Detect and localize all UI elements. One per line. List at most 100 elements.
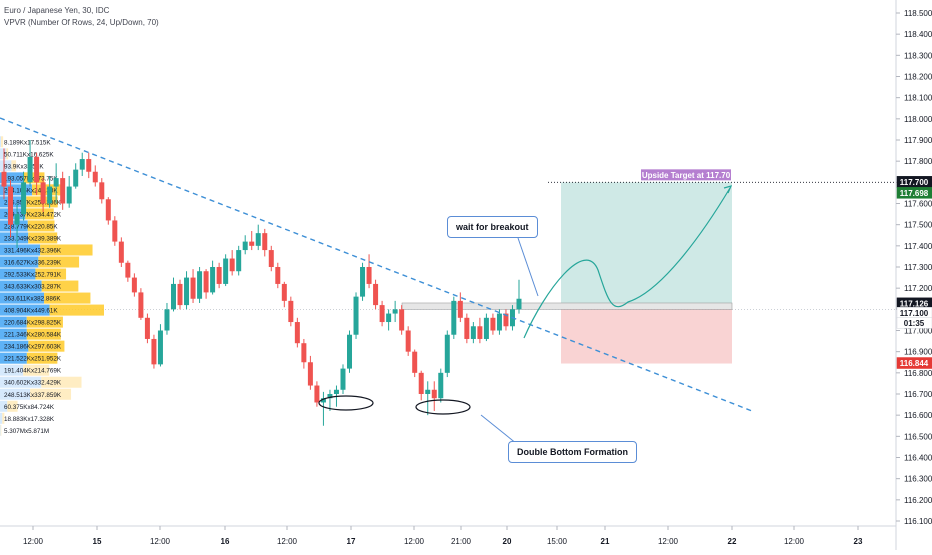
- candle: [184, 271, 190, 310]
- volume-bar-up: [0, 148, 7, 160]
- time-tick-label: 23: [854, 537, 863, 546]
- volume-bar-up: [0, 280, 42, 292]
- candle: [360, 262, 366, 301]
- price-label-text: 117.698: [900, 189, 929, 198]
- candle: [275, 262, 281, 289]
- candle: [27, 140, 33, 187]
- candle-body: [170, 283, 176, 310]
- candle: [92, 165, 98, 187]
- price-label-target: 117.700: [896, 176, 932, 188]
- candle-body: [144, 317, 150, 339]
- volume-bar-down: [11, 160, 17, 172]
- price-label-text: 117.100: [900, 309, 929, 318]
- candle-body: [516, 298, 522, 310]
- volume-row-label: 221.522Kx251.952K: [4, 356, 62, 363]
- volume-bar-up: [0, 292, 45, 304]
- candle: [170, 277, 176, 312]
- volume-bar-up: [0, 136, 1, 148]
- volume-bar-down: [41, 280, 79, 292]
- volume-bar-down: [41, 376, 82, 388]
- candle: [86, 152, 92, 179]
- volume-row-label: 264.105Kx244.38K: [4, 187, 58, 194]
- candle-body: [197, 271, 203, 299]
- volume-bar-down: [23, 364, 50, 376]
- volume-bar-down: [30, 388, 72, 400]
- volume-bar-up: [0, 400, 8, 412]
- candle: [73, 163, 79, 189]
- volume-row-label: 221.346Kx280.584K: [4, 332, 62, 339]
- volume-bar-up: [0, 352, 27, 364]
- time-tick-label: 12:00: [277, 537, 298, 546]
- time-axis[interactable]: 12:00 15 12:00 16 12:00 17 12:00 21:00 20 15:00 21…: [23, 526, 863, 546]
- target-label-text: Upside Target at 117.70: [642, 171, 731, 180]
- volume-bar-down: [31, 184, 62, 196]
- candle: [255, 224, 261, 251]
- volume-row-label: 209.137Kx234.472K: [4, 211, 62, 218]
- volume-row-label: 331.496Kx432.396K: [4, 247, 62, 254]
- candle-body: [223, 258, 229, 284]
- candlestick-series: [1, 140, 522, 426]
- candle-body: [151, 338, 157, 365]
- volume-bar-down: [25, 208, 54, 220]
- volume-bar-up: [0, 340, 29, 352]
- candle: [438, 368, 444, 403]
- candle-body: [184, 277, 190, 306]
- candle-body: [347, 334, 353, 369]
- candle: [307, 355, 313, 390]
- time-tick-label: 12:00: [658, 537, 679, 546]
- double-bottom-callout[interactable]: Double Bottom Formation: [508, 441, 637, 463]
- candle: [268, 245, 274, 272]
- candle-body: [444, 334, 450, 373]
- candle: [294, 317, 300, 348]
- candle: [112, 216, 118, 246]
- breakout-callout[interactable]: wait for breakout: [447, 216, 538, 238]
- price-label-text: 117.126: [900, 299, 929, 308]
- candle: [131, 273, 137, 297]
- candle: [177, 279, 183, 310]
- volume-bar-down: [38, 256, 80, 268]
- volume-row-label: 50.711Kx16.625K: [4, 151, 54, 158]
- symbol-title[interactable]: Euro / Japanese Yen, 30, IDC: [4, 6, 110, 15]
- candle: [118, 237, 124, 267]
- candle: [105, 197, 111, 225]
- candle: [490, 313, 496, 335]
- volume-row-label: 8.189Kx17.515K: [4, 139, 51, 146]
- indicator-title[interactable]: VPVR (Number Of Rows, 24, Up/Down, 70): [4, 18, 159, 27]
- candle: [210, 260, 216, 295]
- candle: [379, 300, 385, 327]
- volume-row-label: 5.307Mx5.871M: [4, 428, 49, 435]
- price-label-stop: 116.844: [896, 357, 932, 369]
- candle: [314, 381, 320, 407]
- price-tick-label: 117.800: [904, 157, 932, 166]
- candle: [34, 152, 40, 196]
- volume-bar-up: [0, 304, 50, 316]
- price-label-target-line: 117.698: [896, 187, 932, 199]
- price-label-bg: [896, 187, 932, 199]
- volume-bar-down: [26, 316, 63, 328]
- volume-bar-up: [0, 172, 24, 184]
- volume-bar-down: [2, 412, 5, 424]
- volume-row-label: 340.602Kx332.429K: [4, 380, 62, 387]
- candle: [425, 381, 431, 416]
- candle: [281, 281, 287, 308]
- time-tick-label: 21:00: [451, 537, 472, 546]
- candle-body: [314, 385, 320, 403]
- volume-bar-down: [6, 148, 9, 160]
- volume-row-label: 220.684Kx298.825K: [4, 320, 62, 327]
- candle: [40, 178, 46, 212]
- candle: [144, 313, 150, 344]
- candle-body: [118, 241, 124, 263]
- candle-body: [249, 241, 255, 246]
- candle: [190, 269, 196, 303]
- candle-body: [164, 309, 170, 331]
- candle-body: [418, 372, 424, 394]
- candle-body: [288, 300, 294, 323]
- candle-body: [425, 389, 431, 394]
- price-tick-label: 116.600: [904, 411, 932, 420]
- volume-bar-up: [0, 160, 12, 172]
- candle-body: [320, 398, 326, 403]
- candle-body: [503, 313, 509, 327]
- price-label-text: 01:35: [904, 319, 925, 328]
